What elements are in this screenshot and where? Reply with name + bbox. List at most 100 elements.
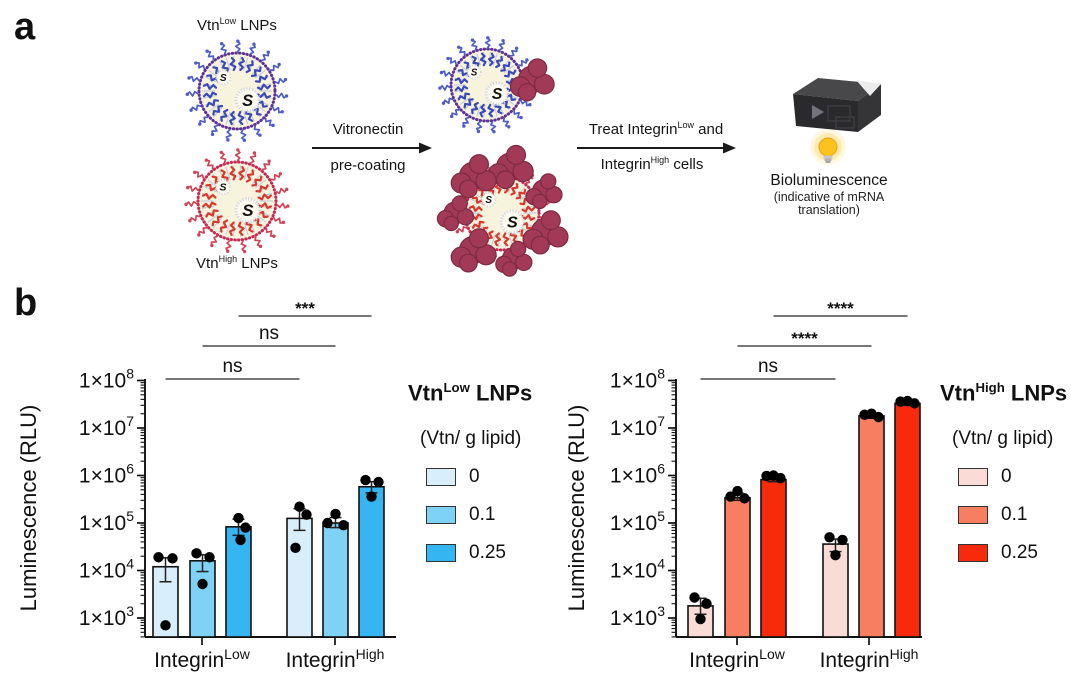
data-point	[191, 548, 202, 559]
lnp-illustration: SS	[184, 148, 290, 254]
data-point	[235, 534, 246, 546]
significance-label: ns	[758, 356, 778, 377]
data-point	[775, 472, 786, 484]
svg-text:S: S	[471, 67, 478, 78]
bar	[189, 560, 216, 638]
significance-label: ****	[827, 299, 854, 318]
vtn-high-lnps-label: VtnHigh LNPs	[196, 254, 278, 272]
data-point	[732, 485, 743, 497]
legend-swatch	[426, 468, 456, 487]
significance-label: ns	[222, 356, 242, 377]
svg-text:S: S	[220, 73, 227, 84]
data-point	[873, 411, 884, 423]
y-tick-label: 1×107	[79, 413, 134, 440]
legend-item: 0.25	[958, 542, 1080, 564]
y-axis-title: Luminescence (RLU)	[564, 405, 589, 612]
legend-vtn-low-lnps: VtnLow LNPs (Vtn/ g lipid) 0 0.1 0.25	[408, 380, 578, 580]
step2-bottom-label: IntegrinHigh cells	[600, 155, 704, 173]
y-tick-label: 1×105	[610, 508, 665, 535]
legend-subtitle: (Vtn/ g lipid)	[420, 428, 522, 450]
legend-swatch	[958, 468, 988, 487]
svg-text:S: S	[492, 86, 503, 103]
legend-swatch	[958, 506, 988, 525]
data-point	[360, 474, 371, 486]
data-point	[330, 508, 341, 520]
chart-vtn-high-lnps: 1×103 1×104 1×105 1×106 1×107 1×108 Luminescen…	[564, 299, 922, 672]
lnp-illustration: SS	[185, 39, 289, 142]
legend-swatch	[426, 544, 456, 563]
bar	[894, 402, 921, 638]
data-point	[689, 592, 700, 603]
bioluminescence-subtitle-2: translation)	[798, 203, 860, 217]
data-point	[837, 534, 848, 546]
y-tick-label: 1×107	[610, 413, 665, 440]
y-tick-label: 1×104	[79, 556, 134, 583]
legend-item-label: 0.25	[469, 542, 506, 564]
y-tick-label: 1×106	[79, 461, 134, 488]
svg-text:S: S	[242, 201, 254, 220]
data-point	[301, 509, 312, 520]
bioluminescence-subtitle-1: (indicative of mRNA	[773, 190, 885, 204]
legend-subtitle: (Vtn/ g lipid)	[952, 428, 1054, 450]
y-tick-label: 1×108	[610, 366, 665, 393]
data-point	[373, 476, 384, 488]
legend-item-label: 0.25	[1001, 542, 1038, 564]
bar	[858, 415, 885, 638]
bar	[760, 478, 787, 638]
legend-item: 0.1	[958, 504, 1080, 526]
y-tick-label: 1×103	[79, 603, 134, 630]
significance-label: ns	[259, 323, 279, 344]
legend-title: VtnLow LNPs	[408, 380, 533, 406]
y-tick-label: 1×103	[610, 603, 665, 630]
significance-label: ****	[791, 329, 818, 348]
y-tick-label: 1×108	[79, 366, 134, 393]
data-point	[909, 398, 920, 409]
data-point	[830, 549, 841, 561]
legend-items: 0 0.1 0.25	[408, 466, 578, 564]
data-point	[197, 578, 208, 590]
chart-vtn-low-lnps: 1×103 1×104 1×105 1×106 1×107 1×108 Luminescen…	[16, 299, 396, 672]
legend-item: 0.25	[426, 542, 578, 564]
bar	[358, 485, 385, 638]
y-axis-title: Luminescence (RLU)	[16, 405, 41, 612]
bar	[225, 526, 252, 638]
data-point	[322, 517, 333, 529]
svg-text:S: S	[485, 195, 492, 206]
panel-b-label: b	[14, 282, 38, 324]
data-point	[233, 512, 244, 524]
bar	[322, 522, 349, 638]
y-tick-label: 1×105	[79, 508, 134, 535]
x-group-label: IntegrinHigh	[286, 646, 385, 672]
legend-item: 0	[426, 466, 578, 488]
svg-text:S: S	[507, 213, 518, 231]
process-arrow	[577, 142, 736, 154]
legend-item-label: 0	[469, 466, 480, 488]
legend-item-label: 0	[1001, 466, 1012, 488]
legend-item: 0	[958, 466, 1080, 488]
svg-text:S: S	[242, 91, 253, 110]
data-point	[695, 613, 706, 625]
data-point	[294, 501, 305, 512]
panel-a-label: a	[14, 6, 36, 48]
bar	[724, 496, 751, 638]
legend-item: 0.1	[426, 504, 578, 526]
data-point	[153, 552, 164, 563]
data-point	[725, 491, 736, 502]
data-point	[290, 542, 301, 554]
luminometer-icon	[793, 78, 881, 132]
data-point	[204, 552, 215, 563]
svg-text:S: S	[219, 183, 226, 194]
x-group-label: IntegrinLow	[154, 646, 251, 672]
lnp-coated-illustration: SS	[438, 36, 555, 134]
x-group-label: IntegrinLow	[689, 646, 786, 672]
legend-vtn-high-lnps: VtnHigh LNPs (Vtn/ g lipid) 0 0.1 0.25	[940, 380, 1080, 580]
vtn-low-lnps-label: VtnLow LNPs	[197, 16, 277, 34]
process-arrow	[312, 142, 432, 154]
data-point	[338, 519, 349, 531]
y-tick-label: 1×106	[610, 461, 665, 488]
legend-swatch	[426, 506, 456, 525]
bar	[286, 517, 313, 638]
legend-item-label: 0.1	[1001, 504, 1028, 526]
data-point	[240, 522, 251, 533]
